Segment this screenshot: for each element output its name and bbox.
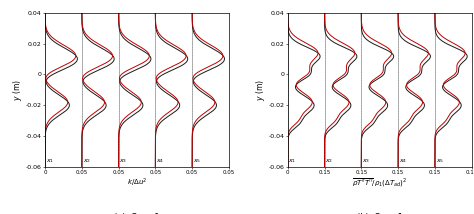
Text: $x_2$: $x_2$ <box>82 158 91 165</box>
Text: (a)  Case-1: (a) Case-1 <box>114 213 160 214</box>
Text: $x_5$: $x_5$ <box>193 158 201 165</box>
Text: $x_4$: $x_4$ <box>156 158 164 165</box>
Text: $x_3$: $x_3$ <box>119 158 128 165</box>
Text: (b)  Case-1: (b) Case-1 <box>357 213 403 214</box>
Text: $x_3$: $x_3$ <box>362 158 370 165</box>
X-axis label: $\overline{\rho T^{\prime\prime}T^{\prime\prime}}/\rho_1(\Delta T_{ad})^2$: $\overline{\rho T^{\prime\prime}T^{\prim… <box>352 177 407 189</box>
Y-axis label: $y$ (m): $y$ (m) <box>11 79 24 101</box>
Y-axis label: $y$ (m): $y$ (m) <box>254 79 267 101</box>
X-axis label: $k/\Delta u^2$: $k/\Delta u^2$ <box>127 177 147 189</box>
Text: $x_4$: $x_4$ <box>399 158 407 165</box>
Text: $x_1$: $x_1$ <box>289 158 297 165</box>
Text: $x_5$: $x_5$ <box>436 158 444 165</box>
Text: $x_2$: $x_2$ <box>325 158 334 165</box>
Text: $x_1$: $x_1$ <box>46 158 54 165</box>
